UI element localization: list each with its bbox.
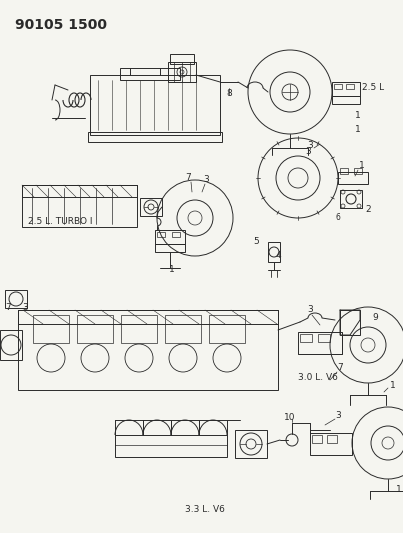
Text: 1: 1 (359, 160, 365, 169)
Text: 8: 8 (226, 88, 232, 98)
Text: 2: 2 (365, 206, 371, 214)
Text: 6: 6 (336, 214, 341, 222)
Bar (338, 172, 368, 184)
Text: 2.5 L: 2.5 L (362, 84, 384, 93)
Text: 4: 4 (275, 251, 281, 260)
Bar (18, 310, 278, 390)
Bar (235, 430, 267, 458)
Text: 1: 1 (355, 125, 361, 134)
Bar (120, 68, 180, 80)
Text: 1: 1 (169, 265, 175, 274)
Bar (140, 198, 162, 216)
Bar (5, 290, 27, 308)
Bar (354, 168, 362, 174)
Text: 1: 1 (390, 381, 396, 390)
Text: 7: 7 (5, 303, 11, 312)
Bar (170, 54, 194, 64)
Bar (346, 84, 354, 89)
Bar (300, 334, 312, 342)
Text: 3: 3 (307, 305, 313, 314)
Bar (77, 315, 113, 343)
Bar (268, 242, 280, 262)
Bar (327, 435, 337, 443)
Bar (157, 232, 165, 237)
Bar (168, 62, 196, 82)
Text: 3: 3 (305, 148, 311, 157)
Text: 1: 1 (355, 110, 361, 119)
Text: 90105 1500: 90105 1500 (15, 18, 107, 32)
Text: 3: 3 (22, 303, 28, 312)
Bar (209, 315, 245, 343)
Text: 3: 3 (307, 141, 313, 149)
Bar (33, 315, 69, 343)
Bar (88, 132, 222, 142)
Bar (90, 75, 220, 135)
Bar (22, 185, 137, 197)
Bar (172, 232, 180, 237)
Text: 7: 7 (185, 174, 191, 182)
Bar (165, 315, 201, 343)
Bar (0, 330, 22, 360)
Text: 10: 10 (284, 413, 296, 422)
Bar (155, 230, 185, 244)
Text: 9: 9 (372, 313, 378, 322)
Bar (121, 315, 157, 343)
Bar (298, 332, 342, 354)
Bar (340, 310, 360, 335)
Bar (332, 82, 360, 96)
Bar (155, 244, 185, 252)
Text: 7: 7 (337, 364, 343, 373)
Text: 2.5 L. TURBO I: 2.5 L. TURBO I (28, 217, 93, 227)
Bar (340, 168, 348, 174)
Text: 3: 3 (335, 410, 341, 419)
Text: 5: 5 (253, 238, 259, 246)
Bar (332, 96, 360, 104)
Bar (18, 310, 278, 324)
Bar (318, 334, 330, 342)
Bar (334, 84, 342, 89)
Text: 1: 1 (396, 484, 402, 494)
Bar (310, 433, 352, 455)
Text: 3.3 L. V6: 3.3 L. V6 (185, 505, 225, 514)
Text: 3: 3 (203, 175, 209, 184)
Bar (312, 435, 322, 443)
Bar (22, 185, 137, 227)
Text: 3.0 L. V6: 3.0 L. V6 (298, 374, 338, 383)
Bar (340, 190, 362, 208)
Bar (115, 435, 227, 457)
